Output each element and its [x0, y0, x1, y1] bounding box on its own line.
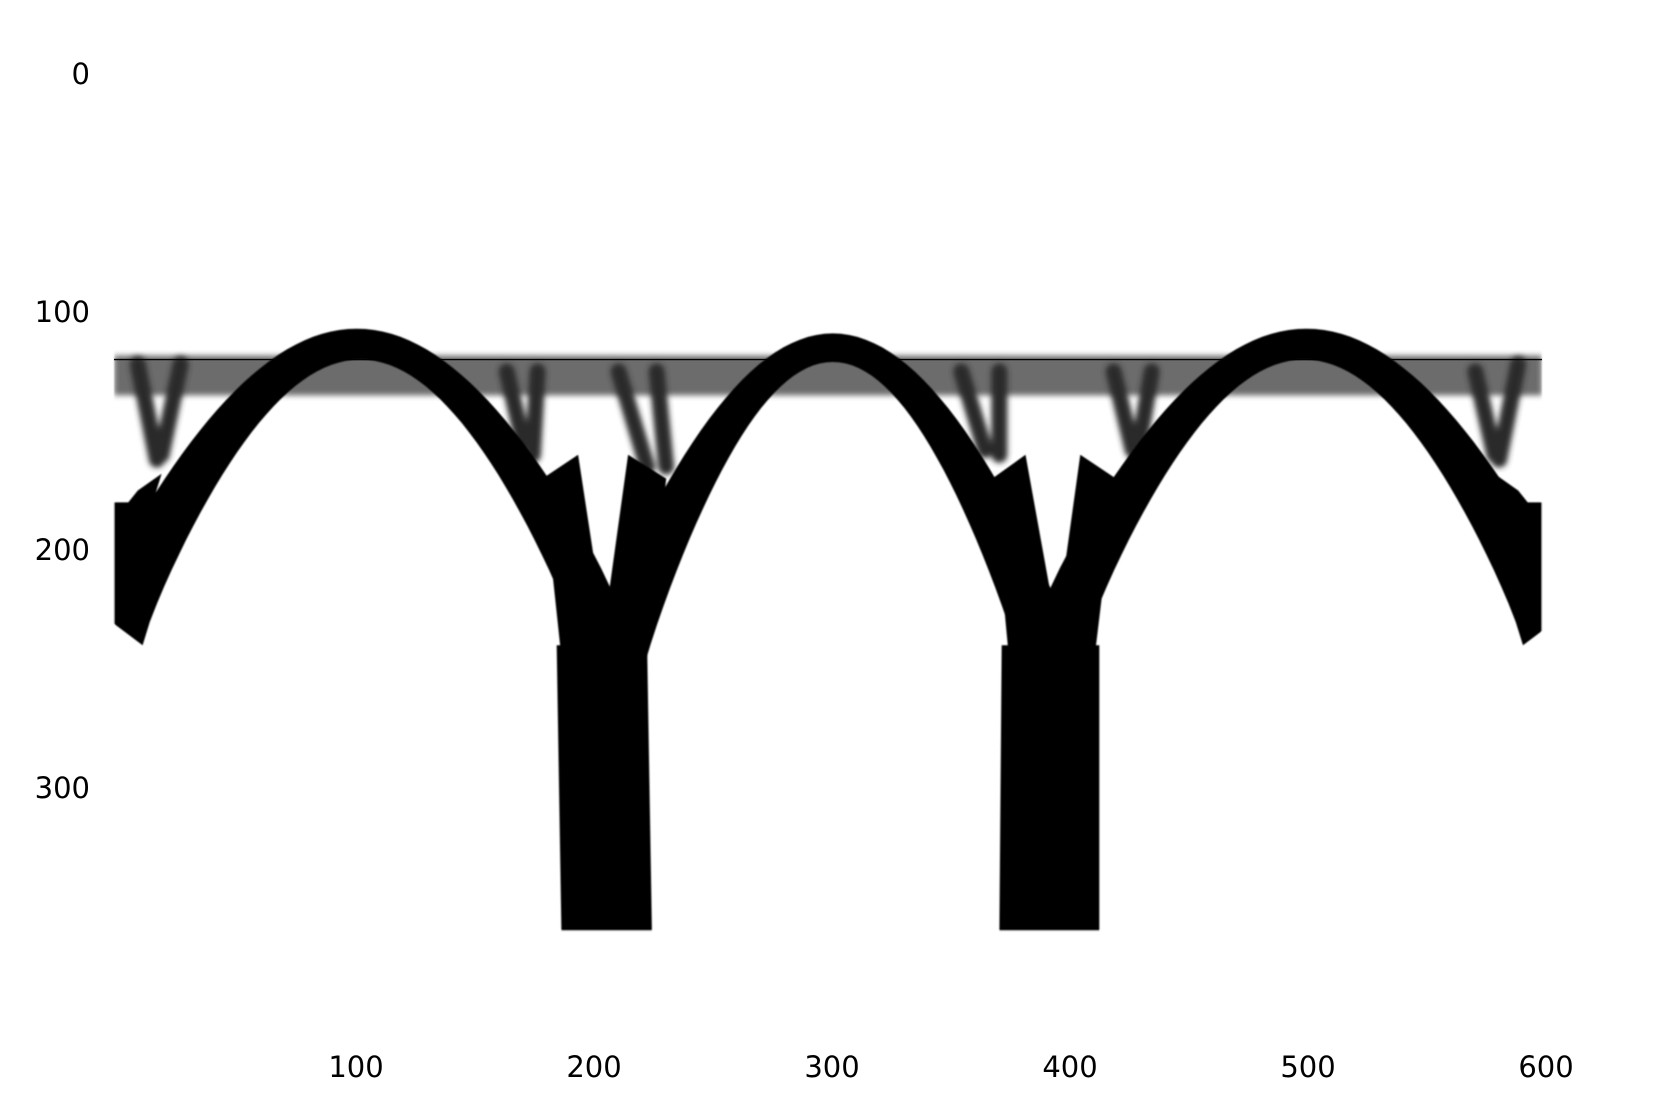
- fork-left: [542, 454, 667, 658]
- strut-10: [1129, 363, 1160, 463]
- pier-right: [999, 645, 1100, 931]
- strut-2: [153, 356, 189, 463]
- arch-right: [1042, 328, 1571, 646]
- strut-6: [648, 363, 675, 475]
- y-tick-label-200: 200: [35, 533, 90, 567]
- arch-left: [95, 328, 619, 646]
- x-tick-label-300: 300: [804, 1050, 859, 1084]
- x-tick-label-100: 100: [328, 1050, 383, 1084]
- y-tick-label-0: 0: [72, 57, 90, 91]
- edge-left: [114, 473, 162, 586]
- mask-right-outside: [1542, 312, 1614, 955]
- mask-bottom: [66, 930, 1638, 1026]
- strut-12: [1491, 356, 1527, 468]
- x-tick-label-500: 500: [1280, 1050, 1335, 1084]
- y-tick-label-300: 300: [35, 771, 90, 805]
- strut-9: [1105, 363, 1141, 459]
- fork-right: [992, 454, 1116, 658]
- strut-3: [498, 363, 532, 451]
- edge-right: [1494, 473, 1542, 586]
- y-axis-tick-labels: 0 100 200 300: [35, 57, 90, 805]
- secondary-struts: [129, 356, 1527, 475]
- x-tick-label-600: 600: [1518, 1050, 1573, 1084]
- x-axis-tick-labels: 100 200 300 400 500 600: [328, 1050, 1573, 1084]
- strut-11: [1467, 363, 1503, 463]
- y-tick-label-100: 100: [35, 295, 90, 329]
- strut-7: [953, 363, 994, 459]
- material-density-field: [66, 312, 1638, 1026]
- strut-1: [129, 356, 165, 468]
- strut-5: [610, 363, 656, 475]
- mask-left-outside: [66, 312, 114, 955]
- pier-left: [556, 645, 652, 931]
- strut-4: [524, 363, 546, 463]
- x-tick-label-200: 200: [566, 1050, 621, 1084]
- main-arches: [66, 312, 1638, 1026]
- arch-middle: [585, 333, 1081, 693]
- x-tick-label-400: 400: [1042, 1050, 1097, 1084]
